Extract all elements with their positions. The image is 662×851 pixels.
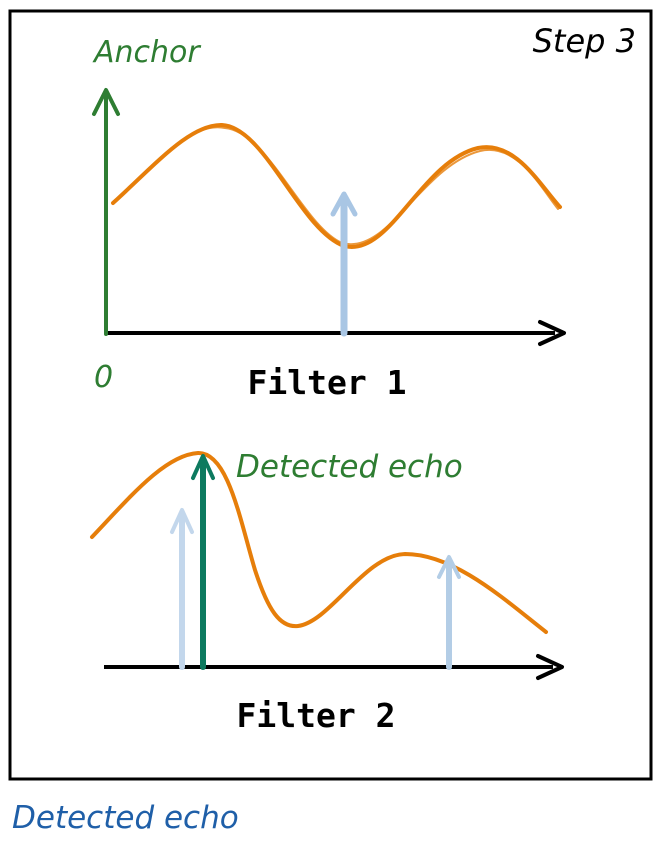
filter2-plot: Detected echo Filter 2	[90, 449, 564, 735]
filter2-x-axis-arrowhead	[536, 654, 564, 680]
step-label: Step 3	[533, 22, 636, 60]
filter1-caption: Filter 1	[248, 363, 407, 402]
filter1-candidate-arrow	[330, 191, 358, 337]
anchor-arrow	[92, 88, 120, 336]
diagram-frame	[8, 9, 653, 781]
detected-echo-label: Detected echo	[236, 449, 463, 485]
footer-detected-echo-label: Detected echo	[12, 800, 239, 836]
filter1-curve-sketch-stroke	[115, 126, 559, 246]
origin-label: 0	[94, 360, 113, 395]
filter2-caption: Filter 2	[237, 696, 396, 735]
anchor-label: Anchor	[92, 35, 201, 70]
filter2-candidate-arrow-right	[437, 555, 461, 670]
filter1-x-axis-arrowhead	[538, 320, 566, 346]
filter2-curve	[90, 450, 548, 634]
filter2-candidate-arrow-left	[170, 508, 194, 670]
filter1-plot: Anchor 0 Filter 1	[92, 35, 566, 402]
detected-echo-arrow	[191, 454, 215, 670]
